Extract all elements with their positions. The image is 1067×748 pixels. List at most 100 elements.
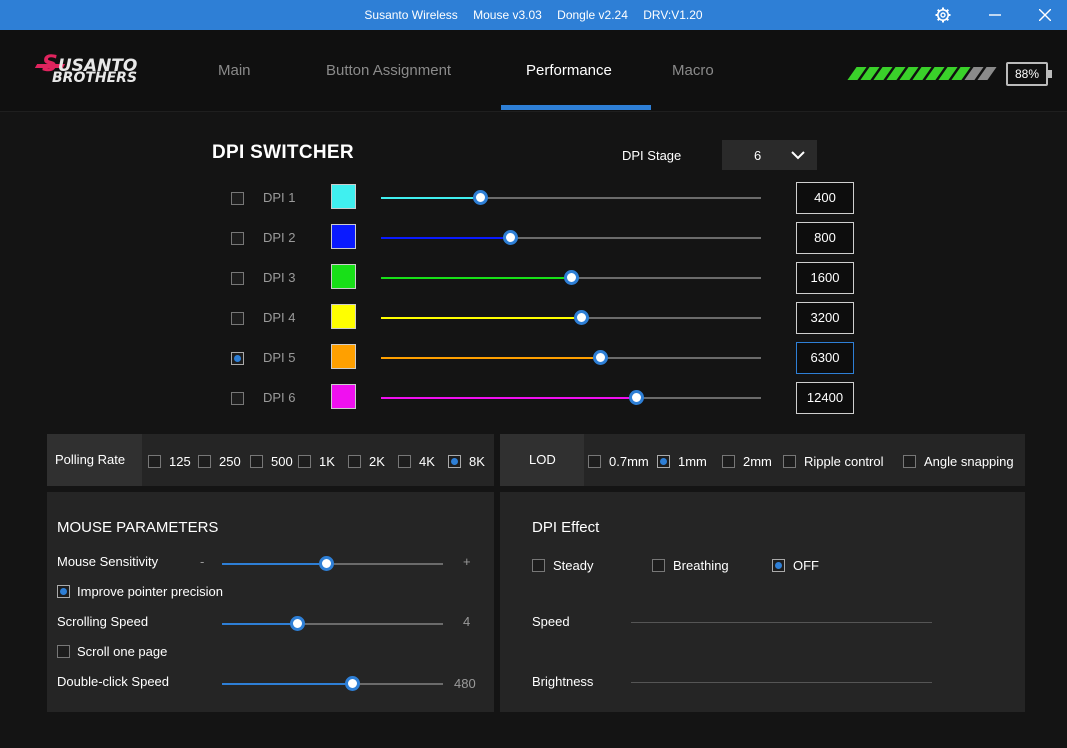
dpi-value-input[interactable]: 12400	[796, 382, 854, 414]
pointer-precision-label: Improve pointer precision	[77, 584, 223, 599]
double-click-speed-slider[interactable]	[222, 676, 443, 691]
dpi-slider[interactable]	[381, 390, 761, 405]
option-off[interactable]: OFF	[772, 558, 819, 573]
dpi-value-input[interactable]: 3200	[796, 302, 854, 334]
option-0-7mm[interactable]: 0.7mm	[588, 454, 649, 469]
dpi-stage-dropdown[interactable]: 6	[722, 140, 817, 170]
dpi-color-swatch[interactable]	[331, 344, 356, 369]
double-click-speed-label: Double-click Speed	[57, 674, 170, 689]
dpi-value-input[interactable]: 400	[796, 182, 854, 214]
option-checkbox[interactable]	[398, 455, 411, 468]
logo-line1: USANTO	[57, 56, 138, 76]
dpi-slider-knob[interactable]	[573, 310, 589, 325]
option-checkbox[interactable]	[588, 455, 601, 468]
sensitivity-plus[interactable]: +	[463, 554, 471, 569]
option-steady[interactable]: Steady	[532, 558, 593, 573]
option-checkbox[interactable]	[148, 455, 161, 468]
dpi-stage-checkbox[interactable]	[231, 312, 244, 325]
option-checkbox[interactable]	[657, 455, 670, 468]
dpi-slider[interactable]	[381, 190, 761, 205]
dpi-slider[interactable]	[381, 230, 761, 245]
dpi-value-input[interactable]: 6300	[796, 342, 854, 374]
option-checkbox[interactable]	[652, 559, 665, 572]
dpi-color-swatch[interactable]	[331, 264, 356, 289]
dpi-row: DPI 2 800	[0, 222, 1067, 256]
dpi-slider[interactable]	[381, 350, 761, 365]
sensitivity-minus[interactable]: -	[200, 554, 205, 569]
option-1mm[interactable]: 1mm	[657, 454, 707, 469]
settings-button[interactable]	[920, 0, 966, 30]
effect-brightness-slider[interactable]	[631, 682, 932, 683]
scrolling-speed-slider[interactable]	[222, 616, 443, 631]
dpi-label: DPI 5	[263, 350, 296, 365]
option-checkbox[interactable]	[250, 455, 263, 468]
sensitivity-knob[interactable]	[318, 556, 334, 571]
option-checkbox[interactable]	[903, 455, 916, 468]
scroll-one-page-checkbox[interactable]	[57, 645, 70, 658]
option-checkbox[interactable]	[772, 559, 785, 572]
tab-macro[interactable]: Macro	[672, 62, 714, 79]
dpi-stage-checkbox[interactable]	[231, 352, 244, 365]
option-500[interactable]: 500	[250, 454, 293, 469]
logo-line2: BROTHERS	[52, 70, 138, 86]
dpi-slider-knob[interactable]	[628, 390, 644, 405]
effect-brightness-label: Brightness	[532, 674, 594, 689]
scroll-one-page-option[interactable]: Scroll one page	[57, 644, 167, 659]
option-8k[interactable]: 8K	[448, 454, 485, 469]
option-ripple-control[interactable]: Ripple control	[783, 454, 884, 469]
dpi-stage-checkbox[interactable]	[231, 192, 244, 205]
tab-button-assignment[interactable]: Button Assignment	[326, 62, 452, 79]
pointer-precision-checkbox[interactable]	[57, 585, 70, 598]
option-checkbox[interactable]	[532, 559, 545, 572]
tab-performance[interactable]: Performance	[526, 62, 612, 79]
dpi-value-input[interactable]: 1600	[796, 262, 854, 294]
dpi-color-swatch[interactable]	[331, 224, 356, 249]
option-checkbox[interactable]	[448, 455, 461, 468]
option-label: 0.7mm	[609, 454, 649, 469]
minimize-button[interactable]	[972, 0, 1018, 30]
option-angle-snapping[interactable]: Angle snapping	[903, 454, 1014, 469]
option-125[interactable]: 125	[148, 454, 191, 469]
dpi-slider[interactable]	[381, 270, 761, 285]
brand-logo: SUSANTO BROTHERS	[34, 52, 146, 90]
option-breathing[interactable]: Breathing	[652, 558, 729, 573]
dpi-slider-knob[interactable]	[564, 270, 579, 285]
option-4k[interactable]: 4K	[398, 454, 435, 469]
pointer-precision-option[interactable]: Improve pointer precision	[57, 584, 223, 599]
option-2mm[interactable]: 2mm	[722, 454, 772, 469]
close-button[interactable]	[1022, 0, 1067, 30]
option-1k[interactable]: 1K	[298, 454, 335, 469]
option-checkbox[interactable]	[722, 455, 735, 468]
option-label: Breathing	[673, 558, 729, 573]
logo-initial: S	[42, 52, 58, 77]
dpi-color-swatch[interactable]	[331, 384, 356, 409]
dpi-stage-checkbox[interactable]	[231, 272, 244, 285]
mouse-sensitivity-slider[interactable]	[222, 556, 443, 571]
option-label: Angle snapping	[924, 454, 1014, 469]
scrolling-speed-label: Scrolling Speed	[57, 614, 149, 629]
option-checkbox[interactable]	[198, 455, 211, 468]
dpi-stage-checkbox[interactable]	[231, 392, 244, 405]
dpi-color-swatch[interactable]	[331, 304, 356, 329]
dpi-slider[interactable]	[381, 310, 761, 325]
dpi-slider-knob[interactable]	[503, 230, 519, 245]
option-label: Steady	[553, 558, 594, 573]
dpi-color-swatch[interactable]	[331, 184, 356, 209]
option-2k[interactable]: 2K	[348, 454, 385, 469]
option-checkbox[interactable]	[348, 455, 361, 468]
option-250[interactable]: 250	[198, 454, 241, 469]
mouse-sensitivity-label: Mouse Sensitivity	[57, 554, 159, 569]
dpi-slider-knob[interactable]	[472, 190, 488, 205]
dpi-effect-title: DPI Effect	[532, 519, 600, 536]
active-tab-indicator	[501, 105, 651, 110]
dpi-value-input[interactable]: 800	[796, 222, 854, 254]
dpi-slider-knob[interactable]	[592, 350, 608, 365]
dpi-stage-checkbox[interactable]	[231, 232, 244, 245]
option-checkbox[interactable]	[298, 455, 311, 468]
option-checkbox[interactable]	[783, 455, 796, 468]
double-click-knob[interactable]	[345, 676, 361, 691]
tab-main[interactable]: Main	[218, 62, 251, 79]
effect-speed-slider[interactable]	[631, 622, 932, 623]
minimize-icon	[989, 14, 1001, 16]
scrolling-knob[interactable]	[290, 616, 306, 631]
